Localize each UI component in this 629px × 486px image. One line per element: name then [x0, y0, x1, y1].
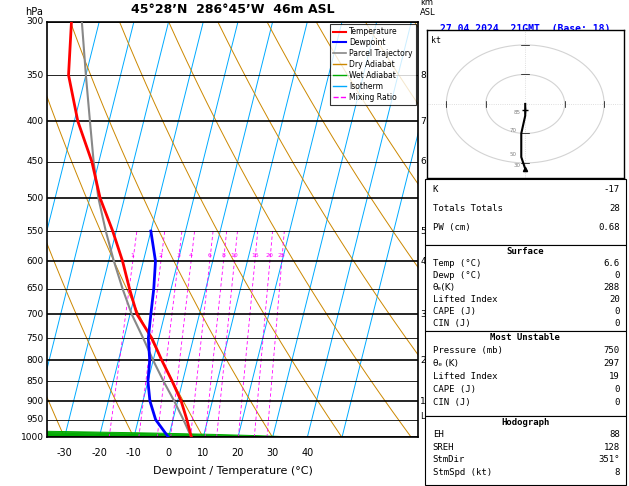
Text: 700: 700: [26, 310, 43, 319]
Text: K: K: [433, 185, 438, 194]
Text: 0: 0: [615, 271, 620, 280]
Text: 1: 1: [420, 397, 426, 405]
Text: 1: 1: [131, 253, 135, 258]
Text: Dewpoint / Temperature (°C): Dewpoint / Temperature (°C): [153, 467, 313, 476]
Text: 8: 8: [615, 468, 620, 477]
Text: -17: -17: [604, 185, 620, 194]
Text: Totals Totals: Totals Totals: [433, 204, 503, 213]
Text: CIN (J): CIN (J): [433, 319, 470, 328]
Text: CAPE (J): CAPE (J): [433, 385, 476, 394]
Text: SREH: SREH: [433, 443, 454, 452]
Text: 8: 8: [420, 70, 426, 80]
Text: 10: 10: [197, 448, 209, 458]
Text: 450: 450: [26, 157, 43, 166]
Text: 0: 0: [615, 399, 620, 407]
Text: 20: 20: [266, 253, 274, 258]
Text: 28: 28: [609, 204, 620, 213]
Text: 950: 950: [26, 415, 43, 424]
Text: -30: -30: [57, 448, 72, 458]
Text: 3: 3: [176, 253, 181, 258]
Text: 0: 0: [615, 385, 620, 394]
Text: 128: 128: [604, 443, 620, 452]
Text: 15: 15: [251, 253, 259, 258]
Text: -20: -20: [91, 448, 107, 458]
Text: 650: 650: [26, 284, 43, 293]
Text: 2: 2: [159, 253, 163, 258]
Text: 500: 500: [26, 194, 43, 203]
Text: 20: 20: [609, 295, 620, 304]
Text: Temp (°C): Temp (°C): [433, 259, 481, 268]
Text: 400: 400: [26, 117, 43, 126]
Text: 3: 3: [420, 310, 426, 319]
Text: 0: 0: [165, 448, 172, 458]
Text: 30: 30: [267, 448, 279, 458]
Text: CIN (J): CIN (J): [433, 399, 470, 407]
Text: 25: 25: [277, 253, 286, 258]
Text: 6: 6: [420, 157, 426, 166]
Text: 6.6: 6.6: [604, 259, 620, 268]
Text: 750: 750: [26, 333, 43, 343]
Text: -10: -10: [126, 448, 142, 458]
Text: 351°: 351°: [598, 455, 620, 465]
Text: Pressure (mb): Pressure (mb): [433, 347, 503, 355]
Text: PW (cm): PW (cm): [433, 223, 470, 232]
Text: km
ASL: km ASL: [420, 0, 436, 17]
Text: 7: 7: [420, 117, 426, 126]
Text: 19: 19: [609, 372, 620, 382]
Text: Mixing Ratio (g/kg): Mixing Ratio (g/kg): [436, 190, 445, 269]
Text: StmSpd (kt): StmSpd (kt): [433, 468, 492, 477]
Text: 297: 297: [604, 359, 620, 368]
Bar: [425, 245, 626, 331]
Text: 1000: 1000: [21, 433, 43, 442]
Text: 850: 850: [26, 377, 43, 386]
Text: 27.04.2024  21GMT  (Base: 18): 27.04.2024 21GMT (Base: 18): [440, 24, 610, 34]
Legend: Temperature, Dewpoint, Parcel Trajectory, Dry Adiabat, Wet Adiabat, Isotherm, Mi: Temperature, Dewpoint, Parcel Trajectory…: [330, 24, 416, 104]
Text: 45°28’N  286°45’W  46m ASL: 45°28’N 286°45’W 46m ASL: [131, 2, 335, 16]
Text: Dewp (°C): Dewp (°C): [433, 271, 481, 280]
Text: 2: 2: [420, 356, 426, 365]
Text: 0: 0: [615, 307, 620, 315]
Bar: [425, 179, 626, 245]
Text: EH: EH: [433, 430, 443, 439]
Text: 550: 550: [26, 226, 43, 236]
Text: Lifted Index: Lifted Index: [433, 372, 497, 382]
Text: 0.68: 0.68: [598, 223, 620, 232]
Text: 288: 288: [604, 283, 620, 292]
Text: 40: 40: [301, 448, 313, 458]
Text: LCL: LCL: [420, 412, 435, 420]
Text: 900: 900: [26, 397, 43, 405]
Text: 5: 5: [420, 226, 426, 236]
Text: 20: 20: [231, 448, 244, 458]
Text: 4: 4: [189, 253, 193, 258]
Text: 10: 10: [230, 253, 238, 258]
Text: 8: 8: [221, 253, 225, 258]
Bar: [425, 331, 626, 416]
Text: 350: 350: [26, 70, 43, 80]
Text: 300: 300: [26, 17, 43, 26]
Text: hPa: hPa: [26, 7, 43, 17]
Text: 600: 600: [26, 257, 43, 265]
Text: 4: 4: [420, 257, 426, 265]
Text: Surface: Surface: [506, 247, 544, 256]
Text: θₑ (K): θₑ (K): [433, 359, 458, 368]
Bar: [425, 416, 626, 485]
Text: Hodograph: Hodograph: [501, 417, 549, 427]
Text: 750: 750: [604, 347, 620, 355]
Text: 6: 6: [208, 253, 211, 258]
Text: 0: 0: [615, 319, 620, 328]
Text: Lifted Index: Lifted Index: [433, 295, 497, 304]
Text: 800: 800: [26, 356, 43, 365]
Text: 88: 88: [609, 430, 620, 439]
Text: θₑ(K): θₑ(K): [433, 283, 455, 292]
Text: CAPE (J): CAPE (J): [433, 307, 476, 315]
Text: StmDir: StmDir: [433, 455, 465, 465]
Text: Most Unstable: Most Unstable: [490, 333, 560, 343]
